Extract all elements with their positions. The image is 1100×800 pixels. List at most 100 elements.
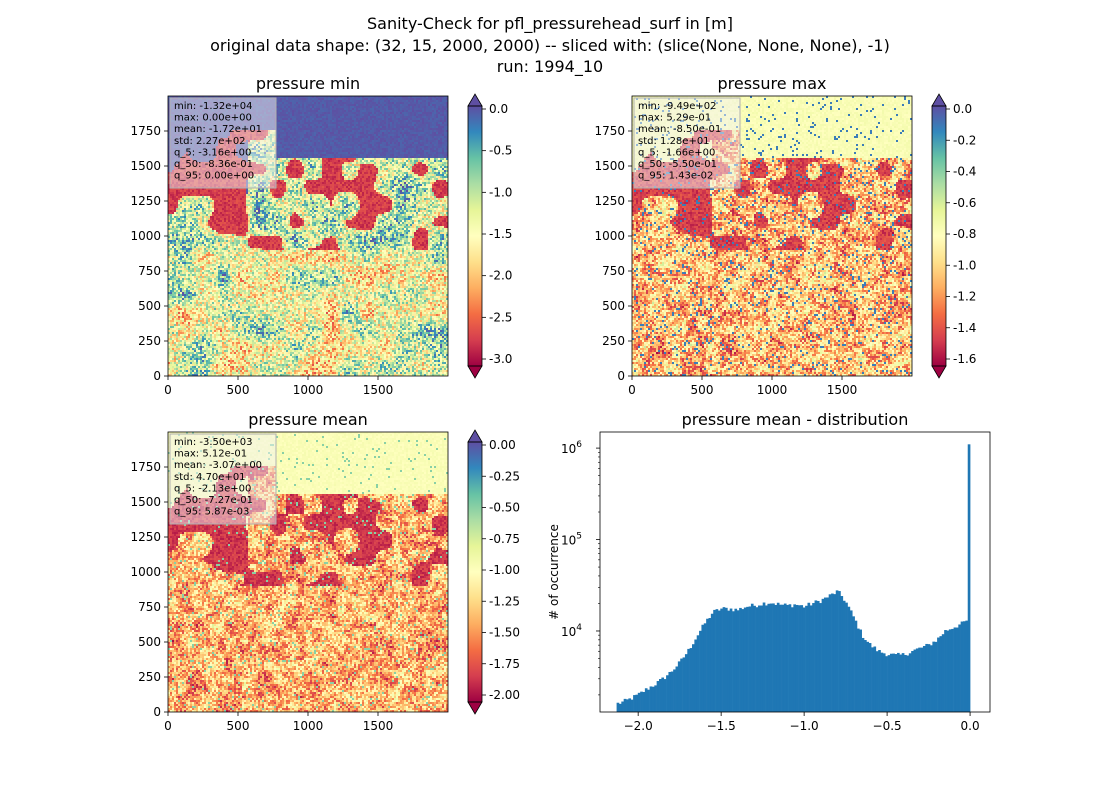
- y-tick-label: 1750: [594, 124, 625, 138]
- colorbar-tick-label: -2.00: [489, 688, 520, 702]
- y-tick-label: 104: [561, 623, 582, 639]
- histogram-bar: [651, 686, 655, 712]
- histogram-bar: [630, 699, 634, 712]
- colorbar-extend-bottom: [467, 701, 483, 715]
- y-axis-label: # of occurrence: [547, 524, 561, 620]
- histogram-bar: [720, 608, 723, 712]
- panel-title: pressure max: [717, 74, 826, 93]
- colorbar-tick-label: -1.2: [953, 290, 976, 304]
- histogram-bar: [616, 702, 620, 712]
- histogram-bar: [670, 671, 674, 712]
- stats-box-frame: [169, 97, 277, 189]
- colorbar-tick-label: 0.00: [489, 438, 516, 452]
- stats-box-frame: [169, 433, 277, 525]
- y-tick-label: 105: [561, 532, 582, 548]
- x-tick-label: 1000: [293, 383, 324, 397]
- panel-title: pressure mean: [248, 410, 368, 429]
- colorbar-tick-label: -0.8: [953, 227, 976, 241]
- histogram-bar: [769, 603, 773, 712]
- stats-line: q_5: -1.66e+00: [638, 147, 715, 158]
- histogram-bar: [892, 653, 895, 712]
- histogram-bar: [659, 679, 662, 712]
- x-tick-label: −0.5: [873, 719, 902, 733]
- histogram-bar: [953, 627, 957, 712]
- histogram-bar: [821, 598, 825, 712]
- histogram-bar: [967, 444, 971, 712]
- histogram-bar: [692, 644, 695, 712]
- colorbar-tick-label: -3.0: [489, 352, 512, 366]
- histogram-bar: [684, 654, 688, 712]
- histogram-bar: [762, 602, 766, 712]
- histogram-bar: [736, 610, 740, 712]
- histogram-bar: [729, 608, 733, 712]
- histogram-bar: [734, 608, 738, 712]
- histogram-bar: [939, 636, 943, 712]
- heatmap-panel-1: pressure min 0 500 1000 1500 0 250 500 750 1000 12…: [130, 74, 512, 397]
- histogram-bar: [913, 649, 917, 712]
- histogram-bar: [661, 677, 665, 712]
- histogram-bar: [687, 648, 690, 712]
- histogram-bar: [823, 597, 827, 712]
- colorbar-3: 0.00 -0.25 -0.50 -0.75 -1.00 -1.25 -1.50 -1.75 -…: [467, 429, 520, 715]
- y-tick-label: 1750: [130, 460, 161, 474]
- histogram-bar: [873, 646, 877, 712]
- colorbar-tick-label: -1.0: [489, 185, 512, 199]
- histogram-bar: [908, 653, 912, 712]
- colorbar-tick-label: -1.4: [953, 321, 976, 335]
- histogram-bar: [753, 605, 756, 712]
- histogram-bar: [668, 671, 672, 712]
- histogram-bar: [889, 653, 893, 712]
- histogram-bar: [849, 610, 853, 712]
- histogram-bar: [937, 637, 940, 712]
- histogram-bar: [708, 618, 712, 712]
- y-tick-label: 750: [602, 264, 625, 278]
- colorbar-tick-label: -1.00: [489, 563, 520, 577]
- histogram-bar: [868, 643, 872, 712]
- histogram-bar: [781, 604, 785, 712]
- histogram-bar: [710, 613, 714, 712]
- histogram-bar: [677, 661, 681, 712]
- histogram-bar: [748, 606, 752, 712]
- histogram-bar: [640, 691, 643, 712]
- histogram-bar: [644, 688, 648, 712]
- y-tick-label: 1000: [130, 565, 161, 579]
- y-tick-label: 750: [138, 600, 161, 614]
- colorbar-2: 0.0 -0.2 -0.4 -0.6 -0.8 -1.0 -1.2 -1.4 -1.6: [931, 93, 976, 379]
- histogram-bar: [920, 647, 924, 712]
- histogram-bar: [859, 629, 862, 712]
- histogram-bar: [776, 602, 780, 712]
- x-tick-label: −1.0: [790, 719, 819, 733]
- y-tick-label: 106: [561, 440, 582, 456]
- histogram-bar: [864, 640, 867, 712]
- histogram-bar: [701, 624, 705, 712]
- colorbar-gradient: [468, 442, 482, 702]
- y-tick-label: 1500: [594, 159, 625, 173]
- y-tick-label: 1250: [594, 194, 625, 208]
- histogram-bar: [845, 602, 848, 712]
- histogram-bar: [626, 699, 629, 712]
- x-tick-label: 1000: [293, 719, 324, 733]
- colorbar-tick-label: -1.25: [489, 594, 520, 608]
- histogram-bar: [656, 681, 660, 712]
- colorbar-frame: [467, 105, 483, 367]
- histogram-bar: [703, 623, 707, 712]
- heatmap-panel-3: pressure mean 0 500 1000 1500 0 250 500 750 1000 1…: [130, 410, 520, 733]
- histogram-bar: [699, 630, 702, 712]
- histogram-bar: [772, 603, 775, 712]
- histogram-bar: [637, 692, 641, 712]
- histogram-bar: [941, 634, 945, 712]
- histogram-bar: [925, 643, 928, 712]
- histogram-bar: [743, 607, 747, 712]
- y-tick-label: 500: [138, 299, 161, 313]
- histogram-bar: [840, 596, 844, 712]
- colorbar-tick-label: -1.0: [953, 258, 976, 272]
- histogram-bar: [882, 653, 886, 712]
- x-tick-label: 500: [227, 383, 250, 397]
- histogram-bar: [930, 645, 933, 712]
- colorbar-tick-label: -2.0: [489, 269, 512, 283]
- histogram-bar: [948, 629, 952, 712]
- histogram-bar: [906, 655, 910, 712]
- histogram-bar: [790, 607, 794, 712]
- y-tick-label: 0: [153, 705, 161, 719]
